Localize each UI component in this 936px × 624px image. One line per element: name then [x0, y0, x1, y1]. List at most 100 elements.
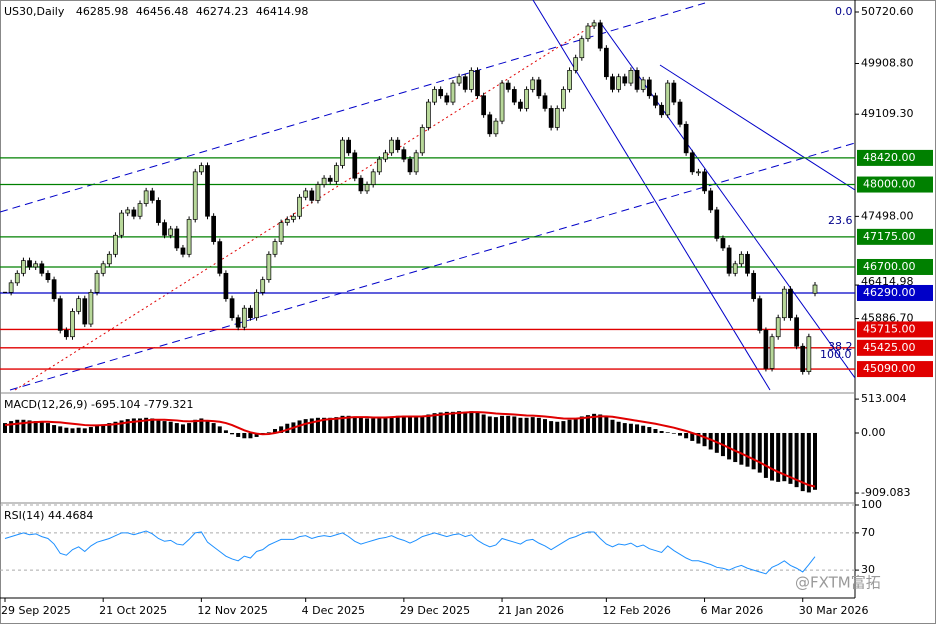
macd-bar — [524, 417, 529, 433]
candle — [174, 228, 180, 249]
level-label: 47175.00 — [863, 230, 916, 243]
signal-line — [4, 411, 816, 488]
candle — [137, 203, 143, 217]
macd-bar — [426, 414, 431, 433]
candle — [346, 139, 351, 154]
candle — [610, 76, 615, 90]
candle — [291, 215, 296, 220]
level-label: 45715.00 — [863, 322, 916, 335]
symbol: US30,Daily — [4, 5, 65, 18]
candle — [199, 165, 204, 173]
x-tick-label: 12 Nov 2025 — [197, 604, 267, 617]
candle — [389, 139, 394, 154]
candle — [751, 272, 756, 300]
candle — [241, 307, 247, 328]
macd-bar — [150, 418, 155, 433]
macd-bar — [3, 423, 7, 433]
macd-bar — [187, 423, 192, 433]
macd-bar — [757, 432, 762, 473]
candle — [254, 291, 259, 319]
candle — [8, 282, 14, 293]
candle — [352, 152, 358, 179]
watermark: @FXTM富拓 — [795, 574, 881, 592]
candle — [51, 279, 57, 300]
candle — [370, 171, 376, 185]
candle — [223, 272, 229, 300]
candle — [143, 190, 149, 204]
high: 46456.48 — [136, 5, 189, 18]
candle — [125, 209, 131, 214]
x-tick-label: 30 Mar 2026 — [799, 604, 869, 617]
candle — [781, 288, 787, 319]
macd-bar — [530, 417, 535, 433]
candle — [732, 263, 738, 274]
candle — [131, 209, 137, 217]
candle — [597, 22, 603, 49]
macd-bar — [487, 416, 492, 433]
candle — [407, 158, 413, 173]
macd-bar — [248, 432, 253, 439]
macd-bar — [21, 419, 26, 433]
y-tick-label: -909.083 — [861, 486, 910, 499]
level-tag — [857, 258, 933, 275]
candle — [493, 120, 499, 135]
macd-bar — [733, 432, 738, 463]
macd-bar — [684, 432, 689, 439]
candle — [149, 190, 155, 201]
macd-bar — [475, 412, 480, 433]
candle — [401, 149, 407, 160]
candle — [364, 184, 370, 192]
macd-bar — [389, 416, 394, 433]
macd-bar — [193, 419, 198, 433]
candle — [794, 317, 799, 347]
macd-bar — [168, 421, 173, 433]
x-tick-label: 29 Sep 2025 — [1, 604, 71, 617]
candle — [205, 165, 210, 217]
candle — [640, 79, 646, 90]
level-tag — [857, 321, 933, 338]
candle — [186, 219, 192, 255]
x-tick-label: 4 Dec 2025 — [302, 604, 365, 617]
candle — [462, 76, 468, 90]
low: 46274.23 — [196, 5, 249, 18]
close: 46414.98 — [256, 5, 309, 18]
macd-bar — [506, 415, 511, 433]
y-tick-label: 49908.80 — [861, 56, 914, 69]
level-label: 48420.00 — [863, 151, 916, 164]
candle — [14, 272, 20, 284]
candle — [217, 241, 223, 274]
rsi-title: RSI(14) 44.4684 — [4, 509, 93, 522]
candle — [775, 317, 781, 338]
macd-bar — [739, 432, 744, 465]
level-label: 46290.00 — [863, 286, 916, 299]
macd-bar — [585, 415, 590, 433]
macd-bar — [27, 420, 32, 433]
macd-bar — [696, 432, 701, 444]
candle — [573, 57, 579, 71]
trend-line — [659, 64, 855, 191]
candle — [665, 82, 671, 116]
macd-bar — [131, 418, 136, 433]
macd-bar — [420, 415, 425, 433]
macd-bar — [156, 419, 161, 433]
candle — [76, 298, 81, 312]
level-label: 45090.00 — [863, 362, 916, 375]
macd-bar — [340, 415, 345, 433]
macd-bar — [653, 429, 658, 433]
x-tick-label: 6 Mar 2026 — [701, 604, 764, 617]
candle — [702, 171, 707, 192]
macd-bar — [438, 412, 443, 433]
trend-line — [532, 0, 771, 391]
x-tick-label: 12 Feb 2026 — [602, 604, 670, 617]
macd-bar — [628, 423, 633, 433]
macd-bar — [610, 419, 615, 433]
candle — [432, 89, 437, 103]
macd-bar — [800, 432, 805, 492]
candle — [548, 108, 554, 128]
plot: 50720.60 49908.80 49109.30 47498.00 45886.70… — [0, 5, 933, 617]
open: 46285.98 — [76, 5, 129, 18]
candle — [806, 336, 812, 372]
macd-bar — [481, 414, 486, 433]
macd-bar — [444, 411, 449, 433]
